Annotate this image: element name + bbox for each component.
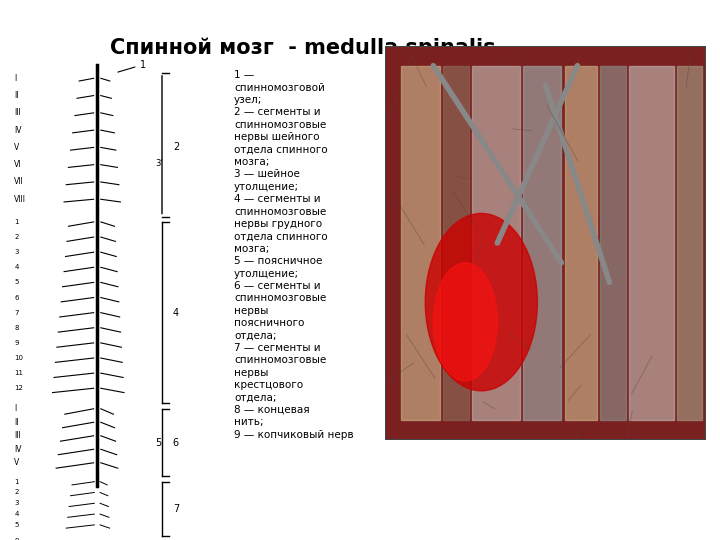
Text: 11: 11 <box>14 370 23 376</box>
Text: 7: 7 <box>14 309 19 316</box>
Text: 5: 5 <box>14 522 19 528</box>
Text: 9: 9 <box>14 538 19 540</box>
Text: IV: IV <box>14 126 22 134</box>
Bar <box>600 65 626 420</box>
Ellipse shape <box>433 262 498 381</box>
Text: VIII: VIII <box>14 195 27 204</box>
Text: 12: 12 <box>14 385 23 392</box>
Text: V: V <box>14 458 19 467</box>
Text: I: I <box>14 404 17 413</box>
Text: 1: 1 <box>14 478 19 485</box>
Text: 4: 4 <box>14 264 19 271</box>
Bar <box>564 65 597 420</box>
Bar <box>523 65 562 420</box>
Text: 4: 4 <box>173 308 179 318</box>
Bar <box>401 65 440 420</box>
Text: 1: 1 <box>14 219 19 225</box>
Text: 1 —
спинномозговой
узел;
2 — сегменты и
спинномозговые
нервы шейного
отдела спин: 1 — спинномозговой узел; 2 — сегменты и … <box>234 70 354 440</box>
Text: I: I <box>14 74 17 83</box>
Text: 8: 8 <box>14 325 19 331</box>
Text: VII: VII <box>14 178 24 186</box>
Text: 5: 5 <box>155 437 161 448</box>
Text: 2: 2 <box>14 489 19 496</box>
Text: 2: 2 <box>14 234 19 240</box>
Text: III: III <box>14 431 21 440</box>
Text: III: III <box>14 109 21 117</box>
Text: VI: VI <box>14 160 22 169</box>
Ellipse shape <box>426 213 537 391</box>
Text: 6: 6 <box>173 437 179 448</box>
Text: Спинной мозг  - medulla spinalis: Спинной мозг - medulla spinalis <box>109 38 495 58</box>
Text: 3: 3 <box>14 500 19 507</box>
Text: 5: 5 <box>14 279 19 286</box>
Text: V: V <box>14 143 19 152</box>
Bar <box>677 65 703 420</box>
Text: 3: 3 <box>14 249 19 255</box>
Text: 1: 1 <box>118 59 147 72</box>
Text: 6: 6 <box>14 294 19 301</box>
Text: 2: 2 <box>173 143 179 152</box>
Text: II: II <box>14 418 19 427</box>
Text: 3': 3' <box>155 159 163 168</box>
Text: 4: 4 <box>14 511 19 517</box>
Text: IV: IV <box>14 445 22 454</box>
Text: 10: 10 <box>14 355 23 361</box>
Text: 7: 7 <box>173 504 179 514</box>
Bar <box>629 65 674 420</box>
Text: II: II <box>14 91 19 100</box>
Bar <box>472 65 520 420</box>
Text: 9: 9 <box>14 340 19 346</box>
Bar <box>443 65 469 420</box>
